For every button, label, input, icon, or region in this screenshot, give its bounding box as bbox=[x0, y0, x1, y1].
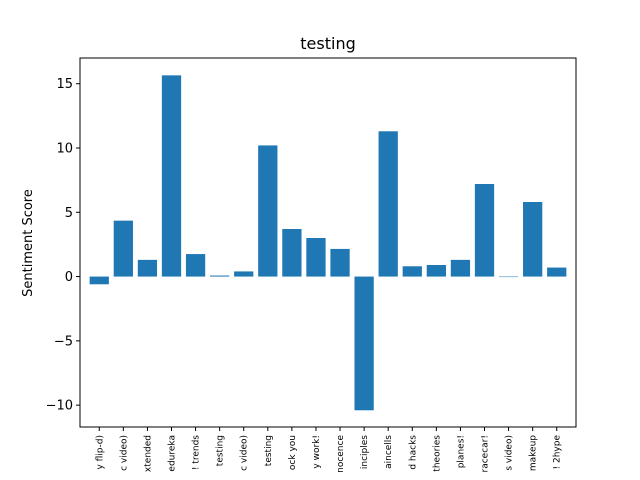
y-tick-label: −5 bbox=[54, 334, 73, 349]
x-tick-label: ock you bbox=[288, 435, 298, 470]
y-axis-label: Sentiment Score bbox=[21, 189, 36, 297]
y-tick-label: −10 bbox=[46, 399, 73, 414]
x-tick-label: d hacks bbox=[408, 435, 418, 470]
x-tick-label: c video) bbox=[119, 435, 129, 471]
x-tick-label: nocence bbox=[336, 435, 346, 473]
y-axis-ticks: −10 −5 0 5 10 15 bbox=[46, 77, 80, 414]
bar bbox=[282, 229, 302, 277]
x-tick-label: xtended bbox=[143, 435, 153, 472]
bar bbox=[547, 267, 567, 277]
x-tick-label: theories bbox=[432, 435, 442, 472]
x-tick-label: edureka bbox=[167, 435, 177, 472]
x-tick-label: c video) bbox=[240, 435, 250, 471]
x-tick-label: ! 2hype bbox=[553, 435, 563, 470]
x-tick-label: y flip-d) bbox=[95, 435, 105, 470]
bar bbox=[402, 266, 422, 277]
bar bbox=[89, 276, 109, 285]
x-axis-ticks: y flip-d) c video) xtended edureka ! trends t… bbox=[95, 427, 563, 473]
bar bbox=[378, 131, 398, 277]
x-tick-label: aincells bbox=[384, 435, 394, 469]
bar bbox=[306, 238, 326, 277]
bar bbox=[498, 276, 519, 278]
bar bbox=[330, 248, 350, 277]
chart-title: testing bbox=[300, 34, 355, 53]
bar bbox=[185, 254, 206, 277]
bar bbox=[426, 265, 446, 277]
y-tick-label: 0 bbox=[65, 270, 73, 285]
y-tick-label: 10 bbox=[56, 142, 73, 157]
x-tick-label: planes! bbox=[456, 435, 466, 468]
bar bbox=[137, 259, 158, 277]
x-tick-label: inciples bbox=[360, 435, 370, 469]
bar bbox=[234, 271, 254, 277]
x-tick-label: testing bbox=[264, 435, 274, 466]
bar bbox=[474, 184, 495, 277]
x-tick-label: y work! bbox=[312, 435, 322, 469]
x-tick-label: s video) bbox=[505, 435, 515, 471]
y-tick-label: 15 bbox=[56, 77, 73, 92]
x-tick-label: racecar! bbox=[481, 435, 491, 472]
plot-frame bbox=[79, 57, 577, 428]
y-tick-label: 5 bbox=[65, 206, 73, 221]
x-tick-label: testing bbox=[216, 435, 226, 466]
bars-group bbox=[89, 75, 567, 411]
x-tick-label: ! trends bbox=[192, 435, 202, 470]
bar bbox=[161, 75, 182, 277]
bar bbox=[113, 220, 133, 277]
bar bbox=[258, 145, 278, 277]
x-tick-label: makeup bbox=[529, 435, 539, 471]
bar bbox=[210, 275, 230, 277]
bar bbox=[523, 202, 543, 277]
bar bbox=[450, 259, 471, 277]
bar bbox=[354, 276, 374, 411]
